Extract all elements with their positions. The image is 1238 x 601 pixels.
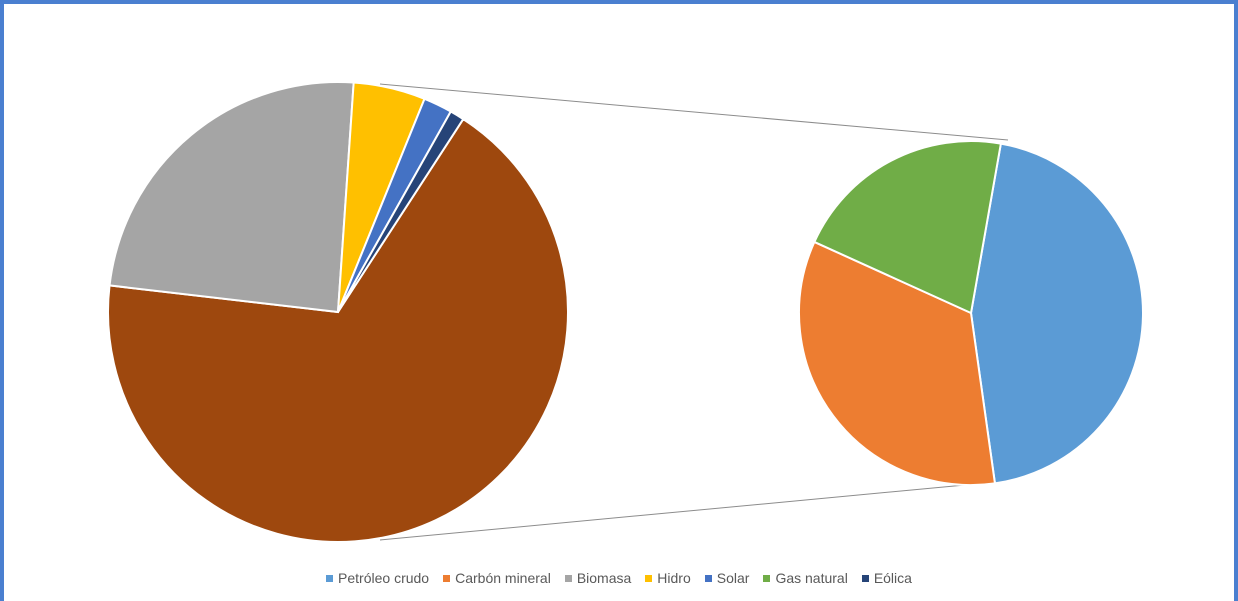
legend: Petróleo crudo Carbón mineral Biomasa Hi… [0,570,1238,586]
legend-item: Carbón mineral [443,570,551,586]
secondary-pie [798,140,1144,486]
legend-item: Biomasa [564,570,632,586]
legend-item: Solar [704,570,750,586]
legend-swatch [704,574,712,582]
connector-lines [379,83,1009,541]
legend-label: Biomasa [576,570,632,586]
main-slice-combustibles-f-siles [107,117,569,543]
legend-label: Carbón mineral [455,570,551,586]
legend-swatch [645,574,653,582]
main-slice-e-lica [337,110,465,313]
legend-label: Hidro [657,570,691,586]
legend-swatch [861,574,869,582]
legend-label: Solar [716,570,750,586]
legend-swatch [763,574,771,582]
legend-item: Gas natural [763,570,848,586]
connector-line-top [379,83,1009,141]
connector-line-bottom [379,484,966,541]
legend-label: Gas natural [775,570,848,586]
legend-swatch [443,574,451,582]
main-pie [107,81,569,543]
secondary-slice-petr-leo-crudo [969,142,1144,485]
legend-item: Hidro [645,570,691,586]
legend-swatch [564,574,572,582]
main-slice-biomasa [108,81,355,314]
legend-label: Petróleo crudo [338,570,430,586]
legend-label: Eólica [873,570,912,586]
legend-item: Petróleo crudo [326,570,429,586]
legend-swatch [326,574,334,582]
secondary-slice-gas-natural [813,140,1003,315]
legend-item: Eólica [861,570,912,586]
